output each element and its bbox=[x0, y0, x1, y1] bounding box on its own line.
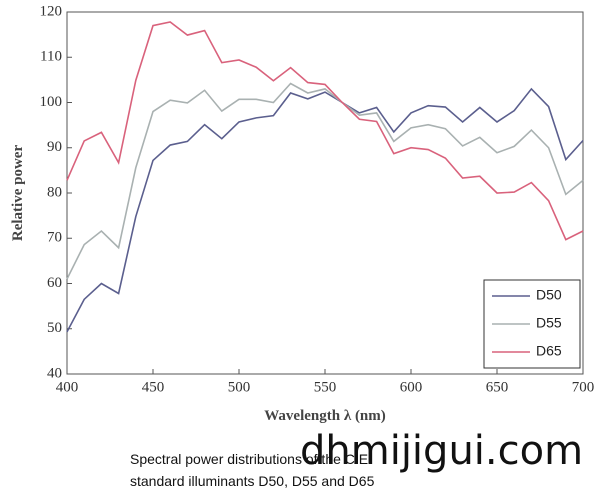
y-tick-label: 70 bbox=[47, 230, 62, 246]
caption-line: standard illuminants D50, D55 and D65 bbox=[130, 473, 375, 489]
x-tick-label: 400 bbox=[56, 379, 79, 395]
x-tick-label: 550 bbox=[314, 379, 337, 395]
watermark: dhmijigui.com bbox=[300, 428, 583, 474]
x-tick-label: 650 bbox=[486, 379, 509, 395]
y-tick-label: 120 bbox=[40, 3, 63, 19]
y-tick-label: 40 bbox=[47, 365, 62, 381]
x-tick-label: 700 bbox=[572, 379, 595, 395]
x-tick-label: 500 bbox=[228, 379, 251, 395]
x-axis-label: Wavelength λ (nm) bbox=[264, 408, 386, 424]
legend-label: D65 bbox=[536, 343, 562, 359]
x-tick-label: 600 bbox=[400, 379, 423, 395]
y-tick-label: 100 bbox=[40, 94, 63, 110]
y-tick-label: 110 bbox=[40, 49, 62, 65]
series-line bbox=[66, 21, 584, 241]
legend-label: D55 bbox=[536, 315, 562, 331]
y-tick-label: 80 bbox=[47, 184, 62, 200]
y-tick-label: 90 bbox=[47, 139, 62, 155]
legend-label: D50 bbox=[536, 287, 562, 303]
y-tick-label: 50 bbox=[47, 320, 62, 336]
caption-line: Spectral power distributions of the CIE bbox=[130, 451, 368, 467]
y-axis-label: Relative power bbox=[10, 145, 26, 242]
series-line bbox=[66, 82, 584, 280]
x-tick-label: 450 bbox=[142, 379, 165, 395]
series-line bbox=[66, 87, 584, 333]
y-tick-label: 60 bbox=[47, 275, 62, 291]
